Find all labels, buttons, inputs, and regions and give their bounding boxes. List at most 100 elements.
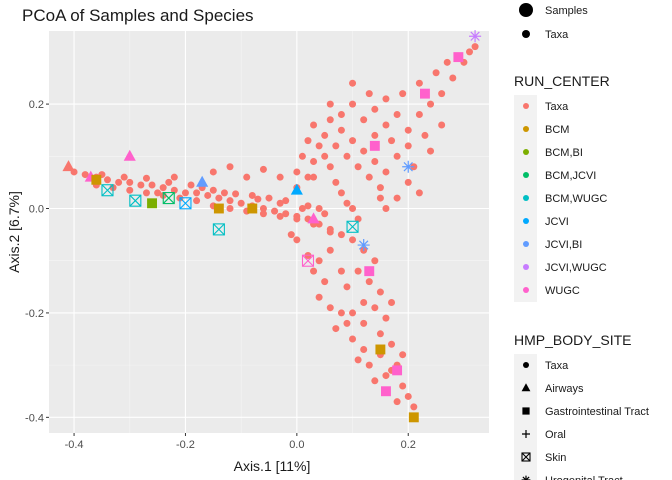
sample-point	[129, 194, 142, 207]
legend-run-center: Taxa BCM BCM,BI BCM,JCVI BCM,WUGC JCVI JCVI,BI…	[514, 95, 607, 302]
taxa-point	[427, 147, 435, 155]
taxa-point	[276, 173, 284, 181]
taxa-point	[265, 194, 273, 202]
taxa-point	[354, 163, 362, 171]
taxa-point	[438, 121, 446, 129]
y-tick-label: -0.4	[25, 412, 44, 424]
taxa-point	[376, 184, 384, 192]
taxa-point	[298, 152, 306, 160]
taxa-point	[170, 173, 178, 181]
taxa-point	[438, 90, 446, 98]
taxa-point	[81, 171, 89, 179]
taxa-point	[304, 173, 312, 181]
taxa-point	[349, 137, 357, 145]
x-axis-title: Axis.1 [11%]	[234, 458, 311, 474]
taxa-point	[193, 197, 201, 205]
taxa-point	[332, 325, 340, 333]
taxa-point	[220, 189, 228, 197]
legend-type-key	[522, 30, 530, 38]
sample-point	[469, 30, 482, 43]
legend-color-key	[523, 172, 529, 178]
taxa-point	[432, 69, 440, 77]
taxa-point	[115, 178, 123, 186]
taxa-point	[349, 236, 357, 244]
taxa-point	[337, 111, 345, 119]
taxa-point	[421, 131, 429, 139]
taxa-point	[315, 205, 323, 213]
sample-point	[62, 160, 75, 172]
taxa-point	[360, 345, 368, 353]
y-tick-label: -0.2	[25, 308, 44, 320]
taxa-point	[371, 158, 379, 166]
taxa-point	[399, 351, 407, 359]
taxa-point	[365, 173, 373, 181]
taxa-point	[360, 319, 368, 327]
taxa-point	[343, 319, 351, 327]
taxa-point	[371, 304, 379, 312]
taxa-point	[137, 181, 145, 189]
taxa-point	[310, 121, 318, 129]
legend-shape-label: Taxa	[545, 360, 569, 372]
taxa-point	[259, 210, 267, 218]
taxa-point	[449, 74, 457, 82]
legend-shape-key	[521, 452, 531, 462]
sample-point	[375, 344, 386, 355]
taxa-point	[337, 309, 345, 317]
taxa-point	[365, 90, 373, 98]
plot-panel	[49, 31, 489, 433]
taxa-point	[371, 105, 379, 113]
taxa-point	[332, 142, 340, 150]
taxa-point	[243, 173, 251, 181]
taxa-point	[237, 199, 245, 207]
legend-color-label: BCM	[545, 124, 569, 136]
taxa-point	[232, 190, 240, 198]
taxa-point	[332, 178, 340, 186]
taxa-point	[404, 126, 412, 134]
taxa-point	[354, 215, 362, 223]
taxa-point	[393, 194, 401, 202]
taxa-point	[271, 207, 279, 215]
taxa-point	[337, 231, 345, 239]
plot-points	[62, 30, 482, 423]
taxa-point	[404, 142, 412, 150]
taxa-point	[443, 58, 451, 66]
sample-point	[101, 184, 114, 197]
taxa-point	[259, 165, 267, 173]
taxa-point	[354, 267, 362, 275]
sample-point	[419, 88, 430, 99]
taxa-point	[254, 195, 262, 203]
legend-color-key	[523, 149, 529, 155]
legend-color-label: JCVI,BI	[545, 239, 582, 251]
legend-color-label: JCVI,WUGC	[545, 262, 607, 274]
legend-shape-label: Airways	[545, 383, 584, 395]
sample-point	[212, 223, 225, 236]
legend-color-label: WUGC	[545, 285, 580, 297]
taxa-point	[293, 215, 301, 223]
sample-point	[196, 175, 209, 187]
taxa-point	[388, 137, 396, 145]
taxa-point	[126, 186, 134, 194]
legend-key-bg	[514, 469, 537, 480]
taxa-point	[382, 95, 390, 103]
taxa-point	[170, 186, 178, 194]
taxa-point	[399, 90, 407, 98]
taxa-point	[415, 189, 423, 197]
taxa-point	[321, 131, 329, 139]
legend-color-key	[523, 264, 529, 270]
taxa-point	[360, 147, 368, 155]
taxa-point	[282, 197, 290, 205]
legend-type-label: Taxa	[545, 29, 569, 41]
sample-point	[179, 197, 192, 210]
taxa-point	[376, 330, 384, 338]
taxa-point	[371, 377, 379, 385]
legend-title-run-center: RUN_CENTER	[514, 73, 610, 89]
taxa-point	[382, 205, 390, 213]
taxa-point	[343, 199, 351, 207]
legend-shape-label: Urogenital Tract	[545, 475, 623, 480]
taxa-point	[326, 246, 334, 254]
taxa-point	[304, 202, 312, 210]
taxa-point	[215, 194, 223, 202]
taxa-point	[315, 142, 323, 150]
sample-point	[290, 183, 303, 195]
